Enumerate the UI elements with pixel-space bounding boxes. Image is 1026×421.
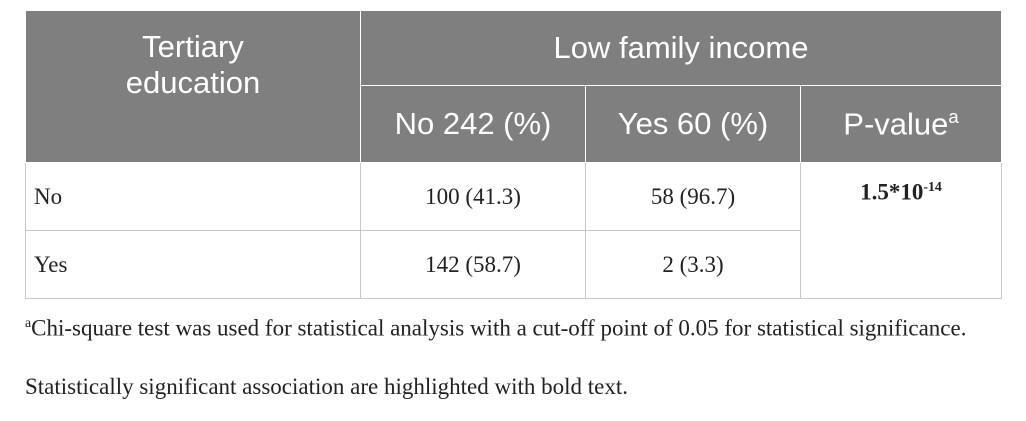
p-value-exponent: -14 xyxy=(923,179,942,194)
cell: 142 (58.7) xyxy=(360,230,586,299)
p-value-cell: 1.5*10-14 xyxy=(800,162,1002,299)
footnote-marker: a xyxy=(25,315,32,330)
p-value-header: P-valuea xyxy=(800,85,1002,163)
p-value-base: 1.5*10 xyxy=(860,179,924,205)
column-header: No 242 (%) xyxy=(360,85,586,163)
row-label: Yes xyxy=(25,230,361,299)
p-value-label: P-value xyxy=(843,106,949,142)
row-label: No xyxy=(25,162,361,231)
group-header: Low family income xyxy=(360,10,1002,86)
cell: 100 (41.3) xyxy=(360,162,586,231)
footnote: aChi-square test was used for statistica… xyxy=(25,308,991,344)
footnote-text: Chi-square test was used for statistical… xyxy=(31,315,967,341)
column-header: Yes 60 (%) xyxy=(585,85,801,163)
footnote: Statistically significant association ar… xyxy=(25,374,628,399)
row-label-header: Tertiary education xyxy=(25,10,361,163)
data-table: Tertiary education Low family income No … xyxy=(25,10,1002,299)
cell: 58 (96.7) xyxy=(585,162,801,231)
footnote-marker: a xyxy=(948,105,959,127)
cell: 2 (3.3) xyxy=(585,230,801,299)
